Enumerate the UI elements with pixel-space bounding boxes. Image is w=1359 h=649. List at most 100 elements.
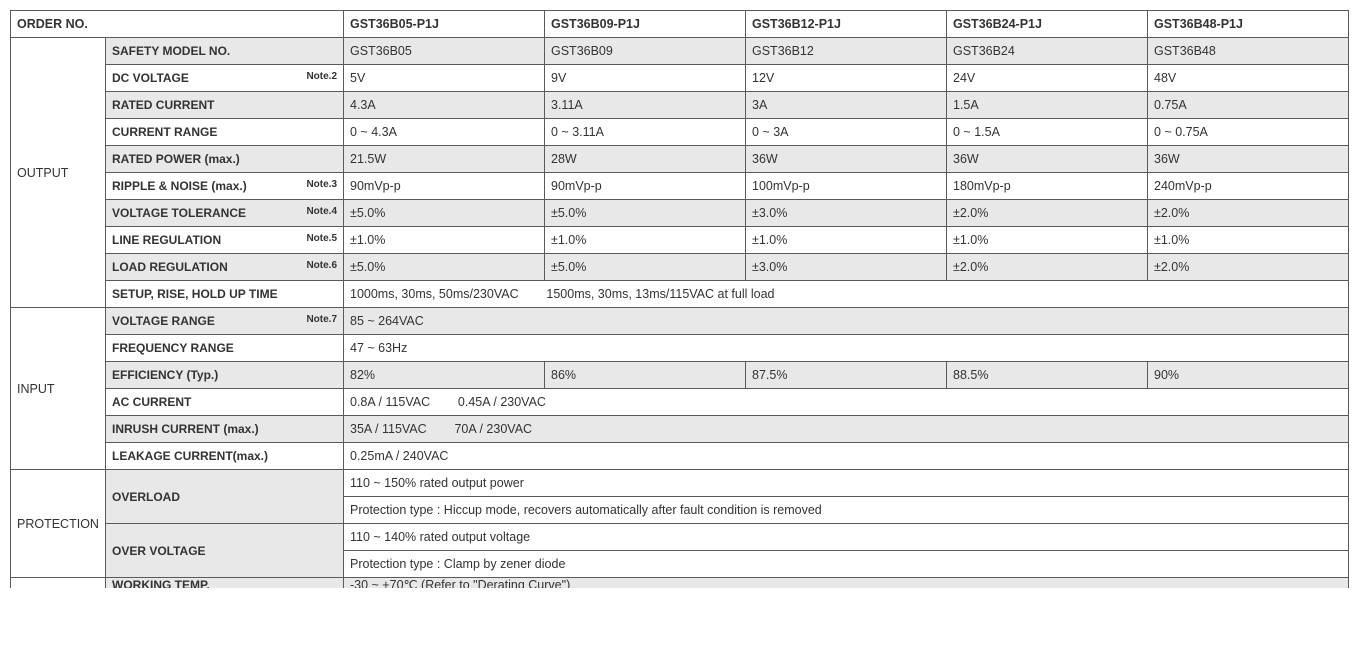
table-row: RATED POWER (max.) 21.5W 28W 36W 36W 36W xyxy=(11,146,1349,173)
cell-full: 35A / 115VAC 70A / 230VAC xyxy=(344,416,1349,443)
cell-full: 1000ms, 30ms, 50ms/230VAC 1500ms, 30ms, … xyxy=(344,281,1349,308)
cell-full: Protection type : Clamp by zener diode xyxy=(344,551,1349,578)
cell: ±5.0% xyxy=(545,200,746,227)
cell: GST36B12 xyxy=(746,38,947,65)
cell: 240mVp-p xyxy=(1148,173,1349,200)
param-inrush-current: INRUSH CURRENT (max.) xyxy=(106,416,344,443)
note-label: Note.5 xyxy=(306,233,337,244)
cell-full: 110 ~ 140% rated output voltage xyxy=(344,524,1349,551)
table-row: LINE REGULATIONNote.5 ±1.0% ±1.0% ±1.0% … xyxy=(11,227,1349,254)
cell: ±5.0% xyxy=(344,200,545,227)
section-output: OUTPUT xyxy=(11,38,106,308)
cell: 0 ~ 0.75A xyxy=(1148,119,1349,146)
table-row: LOAD REGULATIONNote.6 ±5.0% ±5.0% ±3.0% … xyxy=(11,254,1349,281)
cell: 90mVp-p xyxy=(344,173,545,200)
section-environment xyxy=(11,578,106,589)
param-ac-current: AC CURRENT xyxy=(106,389,344,416)
cell: ±1.0% xyxy=(947,227,1148,254)
model-header: GST36B09-P1J xyxy=(545,11,746,38)
table-row-cutoff: WORKING TEMP. -30 ~ +70℃ (Refer to "Dera… xyxy=(11,578,1349,589)
cell: 0 ~ 4.3A xyxy=(344,119,545,146)
cell: GST36B09 xyxy=(545,38,746,65)
cell-full: 0.25mA / 240VAC xyxy=(344,443,1349,470)
table-row: LEAKAGE CURRENT(max.) 0.25mA / 240VAC xyxy=(11,443,1349,470)
cell: 21.5W xyxy=(344,146,545,173)
cell: 3A xyxy=(746,92,947,119)
param-load-regulation: LOAD REGULATIONNote.6 xyxy=(106,254,344,281)
cell: 4.3A xyxy=(344,92,545,119)
cell: GST36B48 xyxy=(1148,38,1349,65)
param-line-regulation: LINE REGULATIONNote.5 xyxy=(106,227,344,254)
spec-table: ORDER NO. GST36B05-P1J GST36B09-P1J GST3… xyxy=(10,10,1349,588)
cell: 0 ~ 3A xyxy=(746,119,947,146)
cell: GST36B24 xyxy=(947,38,1148,65)
cell: 0.75A xyxy=(1148,92,1349,119)
table-row: CURRENT RANGE 0 ~ 4.3A 0 ~ 3.11A 0 ~ 3A … xyxy=(11,119,1349,146)
param-frequency-range: FREQUENCY RANGE xyxy=(106,335,344,362)
cell: ±5.0% xyxy=(545,254,746,281)
cell: 82% xyxy=(344,362,545,389)
model-header: GST36B12-P1J xyxy=(746,11,947,38)
cell: ±3.0% xyxy=(746,200,947,227)
param-leakage-current: LEAKAGE CURRENT(max.) xyxy=(106,443,344,470)
cell: ±2.0% xyxy=(947,200,1148,227)
table-row: EFFICIENCY (Typ.) 82% 86% 87.5% 88.5% 90… xyxy=(11,362,1349,389)
cell: 100mVp-p xyxy=(746,173,947,200)
cell: ±1.0% xyxy=(746,227,947,254)
note-label: Note.2 xyxy=(306,71,337,82)
param-dc-voltage: DC VOLTAGENote.2 xyxy=(106,65,344,92)
cell-full: 110 ~ 150% rated output power xyxy=(344,470,1349,497)
table-row: SETUP, RISE, HOLD UP TIME 1000ms, 30ms, … xyxy=(11,281,1349,308)
model-header: GST36B48-P1J xyxy=(1148,11,1349,38)
cell-full: Protection type : Hiccup mode, recovers … xyxy=(344,497,1349,524)
param-rated-power: RATED POWER (max.) xyxy=(106,146,344,173)
cell: 36W xyxy=(1148,146,1349,173)
cell-full: 0.8A / 115VAC 0.45A / 230VAC xyxy=(344,389,1349,416)
param-voltage-range: VOLTAGE RANGENote.7 xyxy=(106,308,344,335)
cell: 9V xyxy=(545,65,746,92)
cell: 36W xyxy=(746,146,947,173)
table-row: PROTECTION OVERLOAD 110 ~ 150% rated out… xyxy=(11,470,1349,497)
param-current-range: CURRENT RANGE xyxy=(106,119,344,146)
table-row: DC VOLTAGENote.2 5V 9V 12V 24V 48V xyxy=(11,65,1349,92)
cell: 86% xyxy=(545,362,746,389)
param-over-voltage: OVER VOLTAGE xyxy=(106,524,344,578)
param-overload: OVERLOAD xyxy=(106,470,344,524)
table-row-header: ORDER NO. GST36B05-P1J GST36B09-P1J GST3… xyxy=(11,11,1349,38)
note-label: Note.6 xyxy=(306,260,337,271)
param-setup-rise: SETUP, RISE, HOLD UP TIME xyxy=(106,281,344,308)
cell: 3.11A xyxy=(545,92,746,119)
table-row: FREQUENCY RANGE 47 ~ 63Hz xyxy=(11,335,1349,362)
cell: 36W xyxy=(947,146,1148,173)
section-input: INPUT xyxy=(11,308,106,470)
table-row: RATED CURRENT 4.3A 3.11A 3A 1.5A 0.75A xyxy=(11,92,1349,119)
note-label: Note.7 xyxy=(306,314,337,325)
cell: ±1.0% xyxy=(545,227,746,254)
section-protection: PROTECTION xyxy=(11,470,106,578)
model-header: GST36B05-P1J xyxy=(344,11,545,38)
order-no-label: ORDER NO. xyxy=(11,11,344,38)
table-row: OVER VOLTAGE 110 ~ 140% rated output vol… xyxy=(11,524,1349,551)
param-voltage-tolerance: VOLTAGE TOLERANCE Note.4 xyxy=(106,200,344,227)
model-header: GST36B24-P1J xyxy=(947,11,1148,38)
cell: 0 ~ 3.11A xyxy=(545,119,746,146)
cell-full: -30 ~ +70℃ (Refer to "Derating Curve") xyxy=(344,578,1349,589)
cell: 5V xyxy=(344,65,545,92)
cell: 28W xyxy=(545,146,746,173)
table-row: INPUT VOLTAGE RANGENote.7 85 ~ 264VAC xyxy=(11,308,1349,335)
cell: 1.5A xyxy=(947,92,1148,119)
cell: 0 ~ 1.5A xyxy=(947,119,1148,146)
cell: ±2.0% xyxy=(947,254,1148,281)
cell: 90% xyxy=(1148,362,1349,389)
note-label: Note.4 xyxy=(306,206,337,217)
param-rated-current: RATED CURRENT xyxy=(106,92,344,119)
table-row: AC CURRENT 0.8A / 115VAC 0.45A / 230VAC xyxy=(11,389,1349,416)
cell: 88.5% xyxy=(947,362,1148,389)
note-label: Note.3 xyxy=(306,179,337,190)
param-safety-model: SAFETY MODEL NO. xyxy=(106,38,344,65)
cell: ±5.0% xyxy=(344,254,545,281)
cell: 87.5% xyxy=(746,362,947,389)
cell: 24V xyxy=(947,65,1148,92)
table-row: VOLTAGE TOLERANCE Note.4 ±5.0% ±5.0% ±3.… xyxy=(11,200,1349,227)
table-row: RIPPLE & NOISE (max.) Note.3 90mVp-p 90m… xyxy=(11,173,1349,200)
